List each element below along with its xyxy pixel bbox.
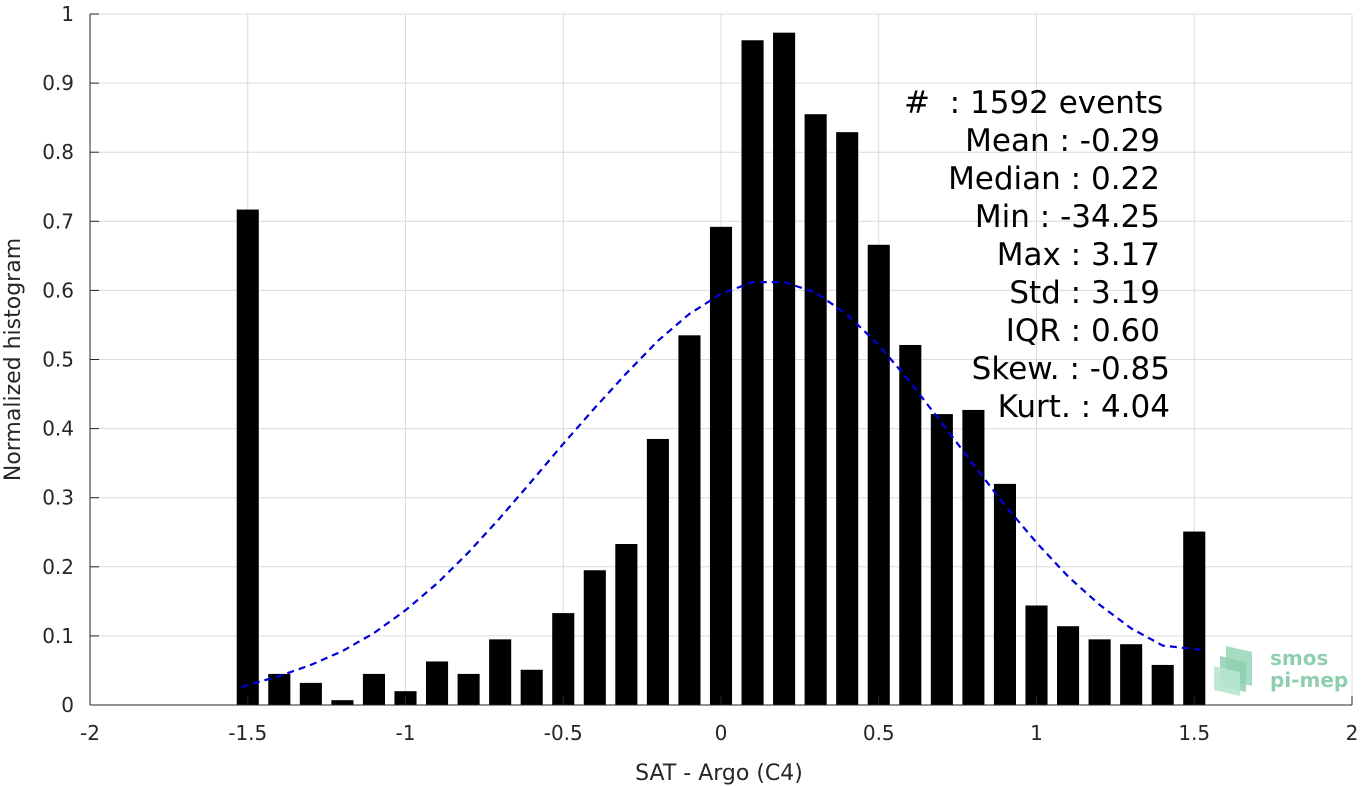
- x-tick-label: 1.5: [1178, 721, 1210, 745]
- smos-pimep-logo: smos pi-mep: [1212, 642, 1362, 702]
- histogram-bar: [552, 613, 575, 705]
- logo-text-pimep: pi-mep: [1270, 668, 1349, 692]
- x-tick-label: -1.5: [228, 721, 267, 745]
- histogram-bar: [962, 409, 985, 705]
- logo-waves-icon: [1214, 646, 1252, 696]
- histogram-bar: [268, 673, 291, 705]
- x-tick-label: 2: [1346, 721, 1359, 745]
- x-tick-label: 0.5: [863, 721, 895, 745]
- histogram-bar: [615, 543, 638, 705]
- y-axis-label: Normalized histogram: [1, 238, 26, 481]
- histogram-bar: [804, 114, 827, 705]
- x-tick-label: -2: [80, 721, 100, 745]
- y-tick-label: 0.3: [42, 486, 74, 510]
- y-tick-label: 0.7: [42, 209, 74, 233]
- histogram-bar: [362, 673, 385, 705]
- stat-iqr: IQR : 0.60: [1005, 313, 1160, 349]
- histogram-bar: [1025, 605, 1048, 705]
- y-tick-label: 0.2: [42, 555, 74, 579]
- y-tick-label: 1: [61, 2, 74, 26]
- stat-skew: Skew. : -0.85: [971, 351, 1170, 387]
- x-axis-label: SAT - Argo (C4): [635, 761, 803, 786]
- stat-max: Max : 3.17: [996, 237, 1160, 273]
- histogram-bar: [646, 438, 669, 705]
- histogram-bar: [678, 335, 701, 705]
- histogram-bar: [1151, 664, 1174, 705]
- histogram-bar: [520, 669, 543, 705]
- histogram-bar: [299, 682, 322, 705]
- x-tick-label: -1: [396, 721, 416, 745]
- y-tick-label: 0.9: [42, 71, 74, 95]
- histogram-bar: [457, 673, 480, 705]
- stat-min: Min : -34.25: [974, 199, 1160, 235]
- stat-median: Median : 0.22: [948, 161, 1160, 197]
- histogram-bar: [489, 639, 512, 705]
- histogram-bar: [236, 209, 259, 706]
- logo-text-smos: smos: [1270, 646, 1329, 670]
- histogram-bar: [1057, 626, 1080, 705]
- histogram-bar: [1088, 639, 1111, 705]
- y-tick-label: 0.8: [42, 140, 74, 164]
- stat-events: # : 1592 events: [904, 85, 1164, 121]
- x-tick-label: 1: [1030, 721, 1043, 745]
- histogram-bar: [836, 132, 859, 705]
- histogram-bar: [331, 700, 354, 705]
- histogram-bar: [993, 483, 1016, 705]
- histogram-bar: [773, 32, 796, 706]
- y-tick-label: 0: [61, 693, 74, 717]
- y-tick-label: 0.5: [42, 348, 74, 372]
- y-tick-label: 0.6: [42, 278, 74, 302]
- stat-kurt: Kurt. : 4.04: [997, 389, 1170, 425]
- histogram-bar: [930, 414, 953, 705]
- gaussian-fit-curve: [241, 281, 1201, 689]
- y-tick-label: 0.4: [42, 417, 74, 441]
- histogram-bar: [1120, 644, 1143, 705]
- histogram-bar: [583, 570, 606, 705]
- x-tick-label: 0: [715, 721, 728, 745]
- x-tick-label: -0.5: [544, 721, 583, 745]
- histogram-bar: [741, 40, 764, 706]
- histogram-bar: [899, 344, 922, 705]
- histogram-bar: [426, 661, 449, 705]
- histogram-bar: [709, 226, 733, 705]
- histogram-bar: [867, 244, 890, 705]
- stat-mean: Mean : -0.29: [965, 123, 1160, 159]
- histogram-bar: [1183, 531, 1206, 705]
- statistics-panel: # : 1592 events Mean : -0.29 Median : 0.…: [880, 84, 1180, 426]
- stat-std: Std : 3.19: [1009, 275, 1160, 311]
- y-tick-label: 0.1: [42, 624, 74, 648]
